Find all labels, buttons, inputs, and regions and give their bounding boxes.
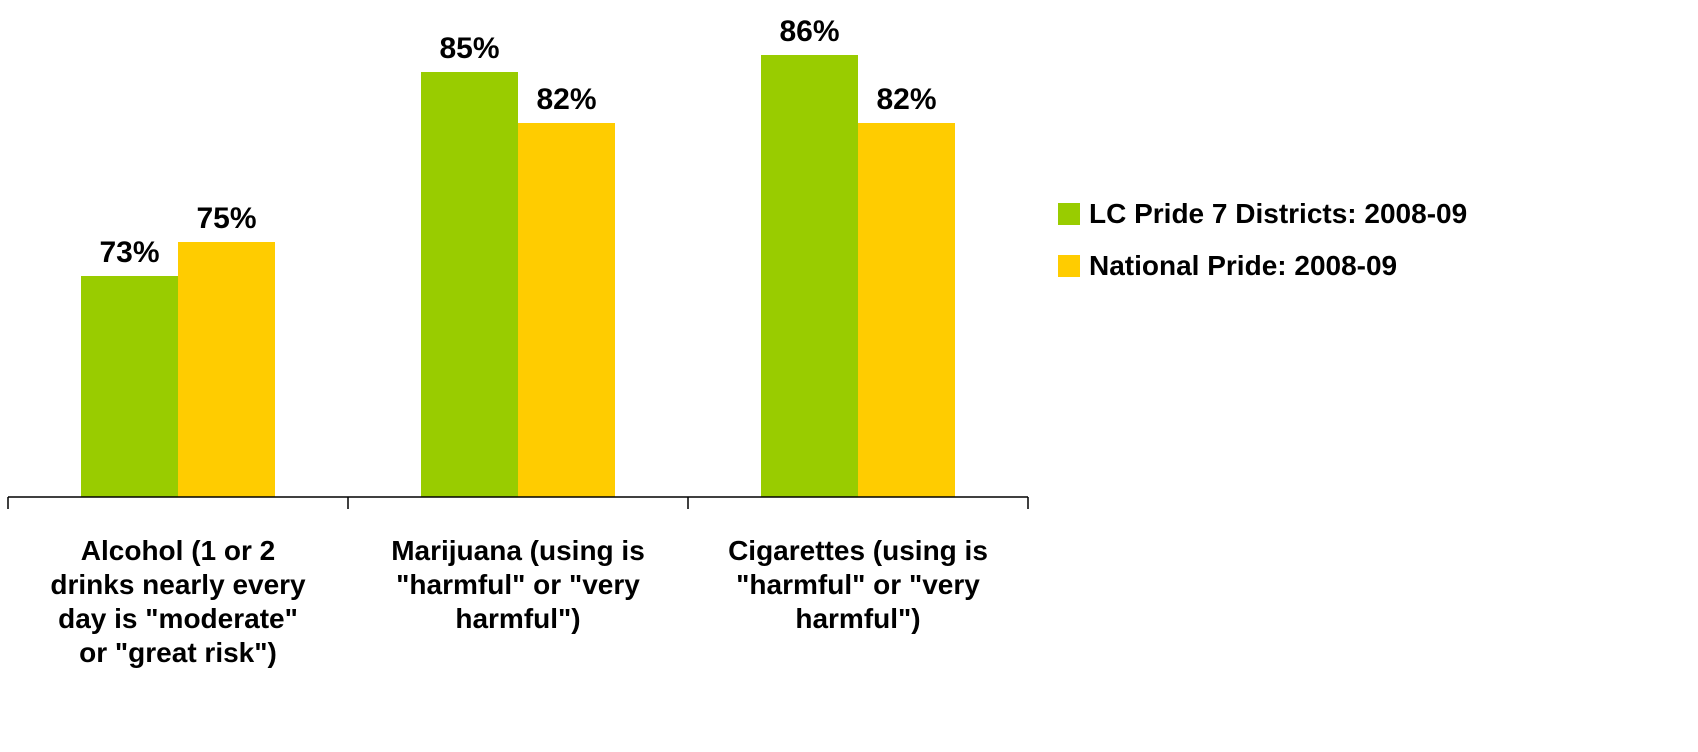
data-label-lc-pride-2: 86% bbox=[779, 15, 839, 48]
value-labels-group: 73% 75% 85% 82% 86% 82% bbox=[99, 15, 936, 269]
data-label-lc-pride-0: 73% bbox=[99, 236, 159, 269]
bar-lc-pride-0 bbox=[81, 276, 178, 497]
legend: LC Pride 7 Districts: 2008-09 National P… bbox=[1058, 196, 1467, 300]
data-label-national-pride-1: 82% bbox=[536, 83, 596, 116]
legend-swatch-lc-pride bbox=[1058, 203, 1080, 225]
data-label-national-pride-2: 82% bbox=[876, 83, 936, 116]
legend-label-national-pride: National Pride: 2008-09 bbox=[1089, 250, 1398, 281]
category-label-0: Alcohol (1 or 2 drinks nearly every day is… bbox=[50, 535, 306, 668]
bar-national-pride-2 bbox=[858, 123, 955, 497]
bar-national-pride-1 bbox=[518, 123, 615, 497]
bar-lc-pride-2 bbox=[761, 55, 858, 497]
bars-group bbox=[81, 55, 955, 497]
legend-swatch-national-pride bbox=[1058, 255, 1080, 277]
bar-lc-pride-1 bbox=[421, 72, 518, 497]
legend-item-national-pride: National Pride: 2008-09 bbox=[1058, 248, 1467, 284]
category-labels-group: Alcohol (1 or 2 drinks nearly every day is… bbox=[50, 535, 988, 668]
x-axis bbox=[7, 496, 1029, 509]
data-label-lc-pride-1: 85% bbox=[439, 32, 499, 65]
legend-item-lc-pride: LC Pride 7 Districts: 2008-09 bbox=[1058, 196, 1467, 232]
bar-national-pride-0 bbox=[178, 242, 275, 497]
category-label-2: Cigarettes (using is "harmful" or "very ha… bbox=[728, 535, 988, 634]
data-label-national-pride-0: 75% bbox=[196, 202, 256, 235]
legend-label-lc-pride: LC Pride 7 Districts: 2008-09 bbox=[1089, 198, 1468, 229]
category-label-1: Marijuana (using is "harmful" or "very har… bbox=[391, 535, 645, 634]
